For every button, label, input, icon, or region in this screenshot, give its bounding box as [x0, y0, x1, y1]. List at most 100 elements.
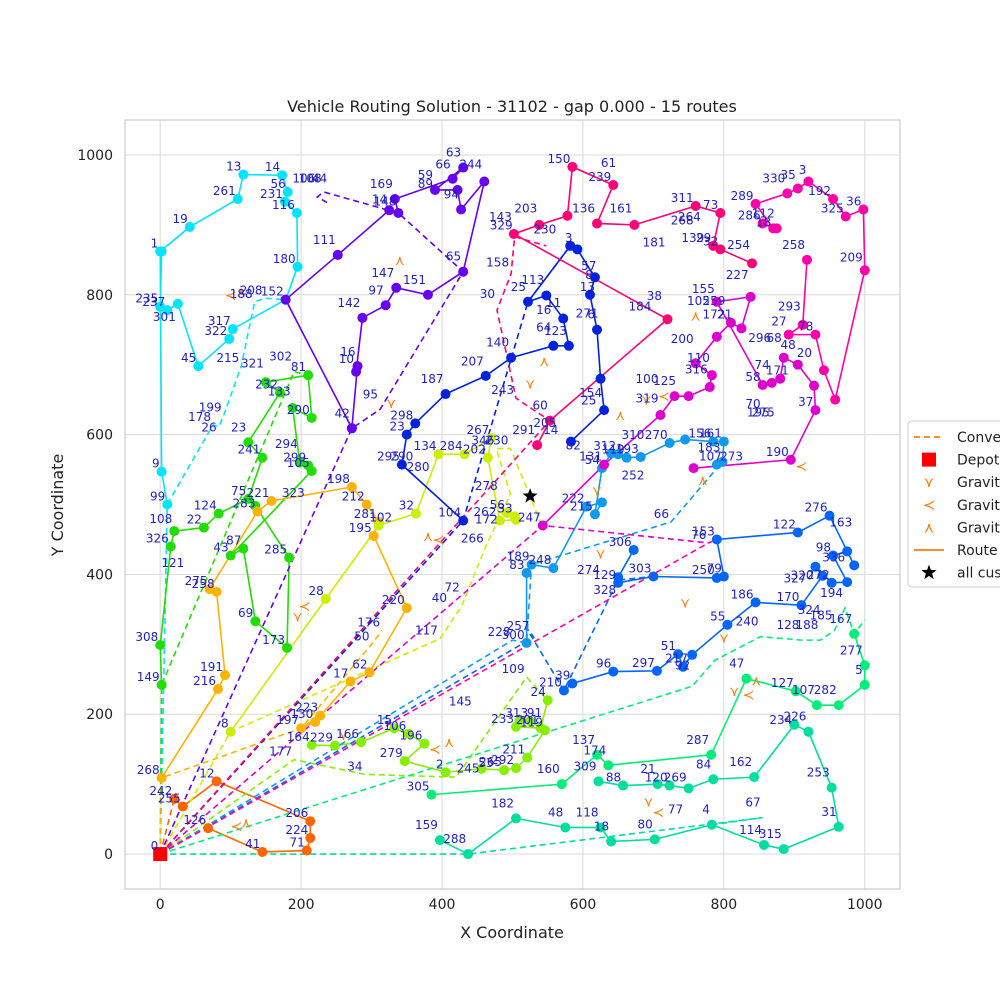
legend-swatch-tri: ⋏ [924, 518, 935, 536]
legend-label: Gravit [957, 475, 1000, 491]
customer-point [320, 593, 331, 604]
node-label: 268 [671, 213, 694, 227]
node-label: 10 [339, 352, 354, 366]
customer-point [238, 169, 249, 180]
node-label: 182 [491, 796, 514, 810]
customer-point [613, 572, 624, 583]
customer-point [662, 314, 673, 325]
customer-point [463, 849, 474, 860]
node-label: 258 [192, 577, 215, 591]
node-label: 259 [702, 294, 725, 308]
node-label: 252 [621, 469, 644, 483]
customer-point [606, 836, 617, 847]
node-label: 309 [574, 759, 597, 773]
customer-point [824, 510, 835, 521]
node-label: 279 [380, 746, 403, 760]
node-label: 27 [771, 315, 786, 329]
x-tick-label: 0 [156, 897, 165, 913]
node-label: 28 [309, 584, 324, 598]
node-label: 108 [299, 171, 322, 185]
customer-point [828, 550, 839, 561]
node-label: 298 [390, 408, 413, 422]
customer-point [220, 670, 231, 681]
node-label: 274 [577, 563, 600, 577]
customer-point [294, 457, 305, 468]
node-label: 290 [287, 403, 310, 417]
node-label: 209 [840, 250, 863, 264]
customer-point [282, 187, 293, 198]
customer-point [745, 291, 756, 302]
node-label: 163 [829, 515, 852, 529]
node-label: 136 [572, 201, 595, 215]
node-label: 320 [791, 568, 814, 582]
node-label: 237 [142, 295, 165, 309]
customer-point [225, 550, 236, 561]
customer-point [422, 289, 433, 300]
node-label: 105 [687, 294, 710, 308]
node-label: 164 [287, 730, 310, 744]
node-label: 58 [745, 370, 760, 384]
customer-point [476, 763, 487, 774]
node-label: 161 [699, 427, 722, 441]
node-label: 273 [720, 450, 743, 464]
node-label: 166 [336, 727, 359, 741]
node-label: 13 [580, 280, 595, 294]
node-label: 160 [537, 762, 560, 776]
customer-point [172, 298, 183, 309]
node-label: 34 [347, 759, 362, 773]
customer-point [810, 329, 821, 340]
customer-point [722, 619, 733, 630]
node-label: 129 [593, 568, 616, 582]
node-label: 189 [507, 550, 530, 564]
customer-point [830, 394, 841, 405]
customer-point [818, 365, 829, 376]
node-label: 265 [479, 755, 502, 769]
node-label: 258 [782, 238, 805, 252]
node-label: 117 [415, 624, 438, 638]
node-label: 231 [260, 187, 283, 201]
customer-point [708, 774, 719, 785]
customer-point [277, 170, 288, 181]
customer-points [153, 161, 870, 862]
customer-point [690, 200, 701, 211]
route-connector-line [159, 461, 724, 855]
node-label: 95 [363, 387, 378, 401]
customer-point [708, 436, 719, 447]
node-label: 26 [201, 420, 216, 434]
node-label: 13 [226, 160, 241, 174]
route-connector-line [160, 816, 763, 855]
node-label: 113 [521, 273, 544, 287]
node-label: 108 [149, 512, 172, 526]
node-label: 89 [418, 177, 433, 191]
legend-label: Depot [957, 453, 1000, 469]
node-label: 291 [512, 423, 535, 437]
node-label: 32 [703, 234, 718, 248]
customer-point [198, 522, 209, 533]
customer-point [384, 205, 395, 216]
node-label: 134 [414, 439, 437, 453]
customer-point [673, 649, 684, 660]
node-label: 178 [188, 410, 211, 424]
node-label: 210 [539, 675, 562, 689]
node-label: 330 [762, 171, 785, 185]
customer-point [678, 661, 688, 672]
node-label: 47 [729, 657, 744, 671]
node-label: 188 [795, 618, 818, 632]
chart-title: Vehicle Routing Solution - 31102 - gap 0… [287, 97, 737, 116]
node-label: 119 [520, 715, 543, 729]
customer-point [664, 780, 675, 791]
customer-point [859, 265, 870, 276]
node-label: 303 [629, 562, 652, 576]
node-label: 306 [609, 535, 632, 549]
node-label: 297 [632, 656, 655, 670]
gravity-marker: ⋎ [338, 728, 348, 744]
customer-point [629, 219, 640, 230]
customer-point [346, 482, 357, 493]
node-label: 243 [491, 383, 514, 397]
route-connector-line [159, 538, 718, 855]
customer-point [718, 436, 729, 447]
customer-point [608, 180, 619, 191]
node-label: 94 [444, 187, 459, 201]
node-label: 302 [269, 350, 292, 364]
